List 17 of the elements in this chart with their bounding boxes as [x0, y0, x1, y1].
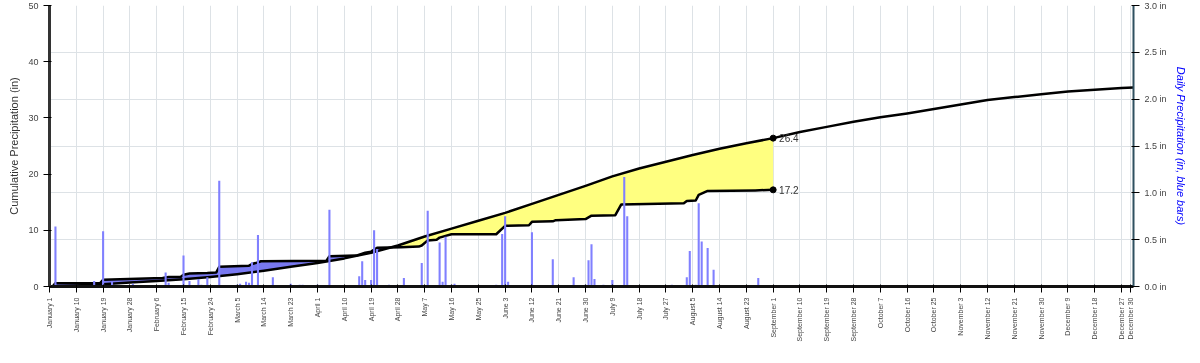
- data-label: 17.2: [779, 184, 800, 196]
- y-tick-label: 30: [28, 112, 39, 123]
- y-axis-title: Cumulative Precipitation (in): [8, 77, 21, 215]
- y2-tick-label: 1.5 in: [1144, 141, 1167, 151]
- y2-tick-label: 2.5 in: [1144, 47, 1167, 58]
- y2-tick-label: 0.5 in: [1144, 234, 1167, 245]
- y-tick-label: 0: [33, 281, 39, 292]
- y-tick-label: 50: [28, 0, 39, 11]
- data-label: 26.4: [779, 133, 800, 145]
- y2-tick-label: 1.0 in: [1144, 187, 1167, 198]
- y2-tick-label: 3.0 in: [1144, 0, 1167, 11]
- y-tick-label: 20: [28, 169, 39, 180]
- y-tick-label: 10: [28, 225, 39, 236]
- y2-tick-label: 2.0 in: [1144, 94, 1167, 105]
- y2-axis-title: Daily Precipitation (in, blue bars): [1174, 66, 1187, 226]
- y2-tick-label: 0.0 in: [1144, 281, 1167, 292]
- y-tick-label: 40: [28, 56, 39, 67]
